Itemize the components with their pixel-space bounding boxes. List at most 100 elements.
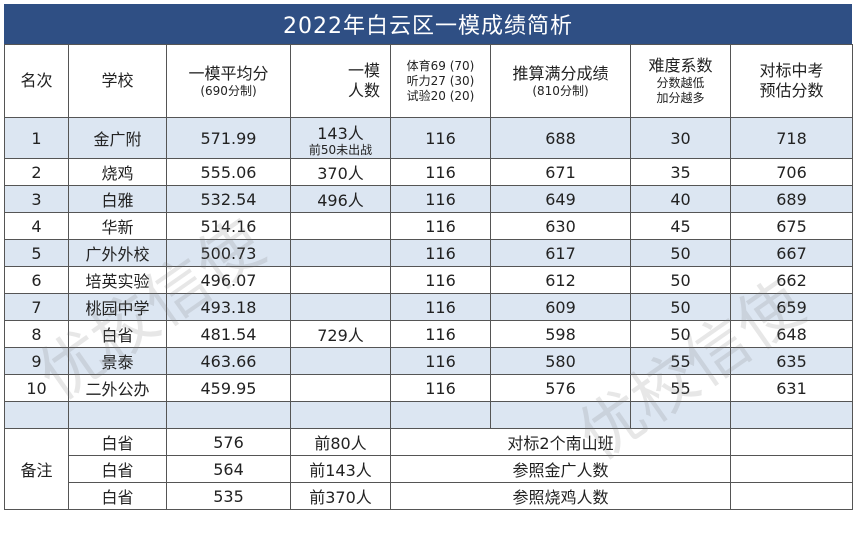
cell-avg: 459.95 (166, 374, 291, 402)
cell-avg: 555.06 (166, 158, 291, 186)
header-est2: 预估分数 (759, 81, 824, 100)
score-table: 名次 学校 一模平均分 (690分制) 一模 人数 体育69 (70) 听力27… (4, 44, 853, 510)
cell-full: 617 (490, 239, 631, 267)
cell-est: 631 (730, 374, 853, 402)
cell-est: 718 (730, 117, 853, 159)
cell-rank: 5 (4, 239, 69, 267)
cell-diff: 35 (630, 158, 731, 186)
note-desc: 对标2个南山班 (390, 428, 731, 456)
cell-count (290, 212, 391, 240)
cell-diff: 45 (630, 212, 731, 240)
cell-school: 景泰 (68, 347, 167, 375)
cell-extra: 116 (390, 320, 491, 348)
cell-rank: 6 (4, 266, 69, 294)
cell-extra: 116 (390, 239, 491, 267)
header-count: 一模 人数 (290, 44, 391, 118)
header-diff-sub1: 分数越低 (656, 76, 705, 90)
note-desc: 参照金广人数 (390, 455, 731, 483)
table-row: 5 广外外校 500.73 116 617 50 667 (4, 239, 853, 267)
cell-count (290, 374, 391, 402)
cell-school: 白雅 (68, 185, 167, 213)
header-count-top: 一模 (347, 61, 380, 80)
cell-rank: 7 (4, 293, 69, 321)
cell-diff: 50 (630, 239, 731, 267)
cell-school: 培英实验 (68, 266, 167, 294)
note-score: 576 (166, 428, 291, 456)
table-row: 1 金广附 571.99 143人 前50未出战 116 688 30 718 (4, 117, 853, 159)
empty-row (4, 401, 853, 429)
table-row: 4 华新 514.16 116 630 45 675 (4, 212, 853, 240)
cell-diff: 50 (630, 293, 731, 321)
cell-full: 649 (490, 185, 631, 213)
note-score: 535 (166, 482, 291, 510)
table-row: 9 景泰 463.66 116 580 55 635 (4, 347, 853, 375)
cell-avg: 496.07 (166, 266, 291, 294)
cell-est: 675 (730, 212, 853, 240)
cell-est: 689 (730, 185, 853, 213)
cell-diff: 50 (630, 266, 731, 294)
header-avg-label: 一模平均分 (188, 63, 269, 83)
cell-rank: 10 (4, 374, 69, 402)
notes-row: 备注 白省 576 前80人 对标2个南山班 (4, 428, 853, 510)
table-row: 2 烧鸡 555.06 370人 116 671 35 706 (4, 158, 853, 186)
cell-school: 广外外校 (68, 239, 167, 267)
cell-avg: 532.54 (166, 185, 291, 213)
cell-count (290, 347, 391, 375)
table-row: 10 二外公办 459.95 116 576 55 631 (4, 374, 853, 402)
cell-est: 706 (730, 158, 853, 186)
note-school: 白省 (68, 455, 167, 483)
notes-row: 白省 535 前370人 参照烧鸡人数 (5, 482, 853, 510)
page-title: 2022年白云区一模成绩简析 (4, 4, 852, 44)
header-est: 对标中考 预估分数 (730, 44, 853, 118)
cell-full: 576 (490, 374, 631, 402)
cell-extra: 116 (390, 117, 491, 159)
cell-full: 630 (490, 212, 631, 240)
cell-avg: 571.99 (166, 117, 291, 159)
header-school: 学校 (68, 44, 167, 118)
note-school: 白省 (68, 482, 167, 510)
cell-full: 671 (490, 158, 631, 186)
cell-rank: 9 (4, 347, 69, 375)
cell-diff: 40 (630, 185, 731, 213)
cell-est: 659 (730, 293, 853, 321)
cell-extra: 116 (390, 158, 491, 186)
header-rank: 名次 (4, 44, 69, 118)
cell-est: 662 (730, 266, 853, 294)
cell-extra: 116 (390, 212, 491, 240)
header-diff-label: 难度系数 (648, 56, 713, 75)
cell-avg: 500.73 (166, 239, 291, 267)
cell-full: 580 (490, 347, 631, 375)
note-rank: 前80人 (290, 428, 391, 456)
cell-full: 609 (490, 293, 631, 321)
cell-rank: 3 (4, 185, 69, 213)
header-full: 推算满分成绩 (810分制) (490, 44, 631, 118)
header-exp: 试验20 (20) (406, 88, 475, 103)
cell-rank: 2 (4, 158, 69, 186)
cell-school: 桃园中学 (68, 293, 167, 321)
header-pe: 体育69 (70) (406, 58, 475, 73)
cell-full: 598 (490, 320, 631, 348)
cell-rank: 8 (4, 320, 69, 348)
cell-est: 667 (730, 239, 853, 267)
header-avg: 一模平均分 (690分制) (166, 44, 291, 118)
cell-rank: 1 (4, 117, 69, 159)
cell-diff: 55 (630, 347, 731, 375)
cell-est: 648 (730, 320, 853, 348)
header-full-sub: (810分制) (532, 83, 589, 98)
header-diff-sub2: 加分越多 (656, 91, 705, 105)
cell-extra: 116 (390, 293, 491, 321)
cell-diff: 30 (630, 117, 731, 159)
notes-row: 白省 564 前143人 参照金广人数 (5, 455, 853, 483)
cell-avg: 481.54 (166, 320, 291, 348)
cell-est: 635 (730, 347, 853, 375)
cell-count: 729人 (290, 320, 391, 348)
note-rank: 前143人 (290, 455, 391, 483)
note-desc: 参照烧鸡人数 (390, 482, 731, 510)
table-row: 6 培英实验 496.07 116 612 50 662 (4, 266, 853, 294)
cell-school: 烧鸡 (68, 158, 167, 186)
table-row: 3 白雅 532.54 496人 116 649 40 689 (4, 185, 853, 213)
header-est1: 对标中考 (759, 61, 824, 80)
note-school: 白省 (68, 428, 167, 456)
cell-full: 612 (490, 266, 631, 294)
cell-count-value: 143人 (317, 123, 364, 143)
